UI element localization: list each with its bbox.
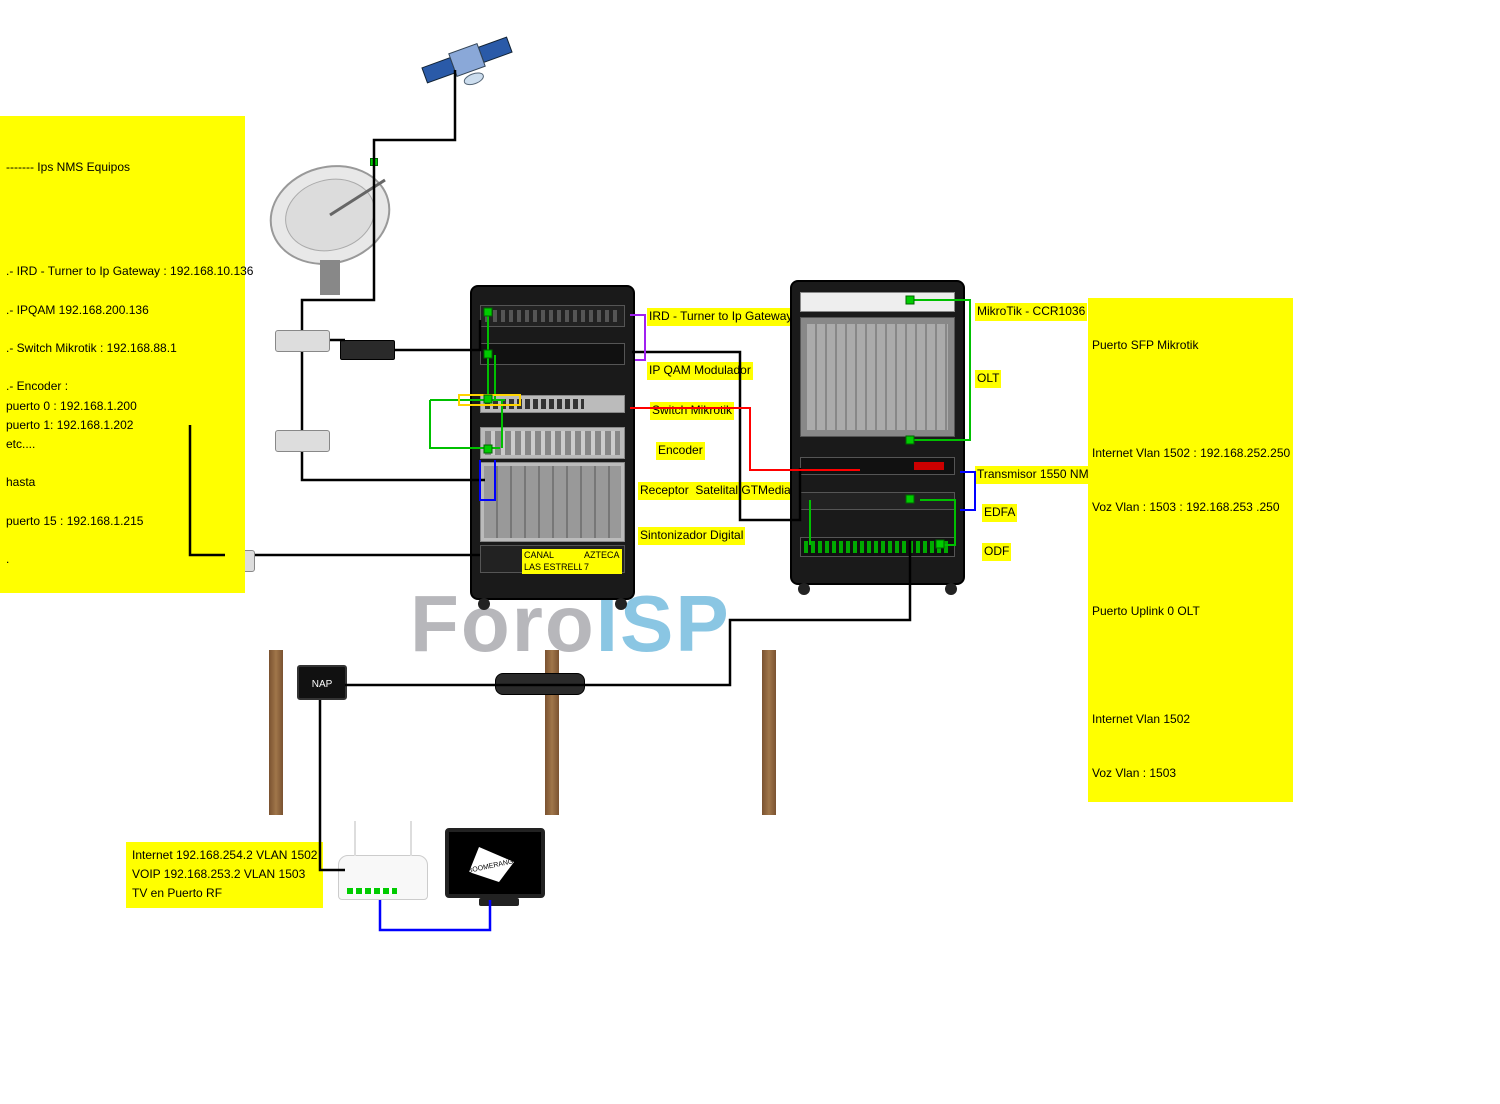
satellite-icon [400,5,535,115]
label-olt: OLT [975,370,1001,388]
label-sintonizador: Sintonizador Digital [638,527,745,545]
splitter-1 [275,330,330,352]
satellite-dish-icon [255,150,405,300]
nms-title: ------- Ips NMS Equipos [6,158,239,177]
nms-info-panel: ------- Ips NMS Equipos .- IRD - Turner … [0,116,245,593]
label-mikrotik: MikroTik - CCR1036 [975,303,1087,321]
pole-3 [762,650,776,815]
splice-closure [495,673,585,695]
rack1-receptors [480,462,625,542]
port-dish [370,158,378,166]
label-encoder: Encoder [656,442,705,460]
ont-device [338,855,428,900]
label-ird: IRD - Turner to Ip Gateway [647,308,794,326]
rack1-encoder [480,427,625,459]
rack1-switch [480,395,625,413]
tv-device: BOOMERANG [445,828,545,898]
splitter-2 [275,430,330,452]
pole-1 [269,650,283,815]
sat-receiver-box [340,340,395,360]
nap-box: NAP [297,665,347,700]
label-odf: ODF [982,543,1011,561]
rack2-olt [800,317,955,437]
rack-1: CANAL LAS ESTRELLAS AZTECA 7 [470,285,635,600]
label-transmisor: Transmisor 1550 NM [975,466,1091,484]
label-ipqam: IP QAM Modulador [647,362,753,380]
label-azteca: AZTECA 7 [582,549,622,574]
rack2-edfa [800,492,955,510]
label-edfa: EDFA [982,504,1017,522]
rack1-ird [480,305,625,327]
sfp-panel: Puerto SFP Mikrotik Internet Vlan 1502 :… [1088,298,1293,802]
rack2-odf [800,537,955,557]
label-receptor: Receptor Satelital GTMedia [638,482,793,500]
rack-2 [790,280,965,585]
nms-lines: .- IRD - Turner to Ip Gateway : 192.168.… [6,262,239,569]
client-panel: Internet 192.168.254.2 VLAN 1502 VOIP 19… [126,842,323,908]
rack2-transmisor [800,457,955,475]
label-switch: Switch Mikrotik [650,402,734,420]
rack2-mikrotik [800,292,955,312]
rack1-ipqam [480,343,625,365]
